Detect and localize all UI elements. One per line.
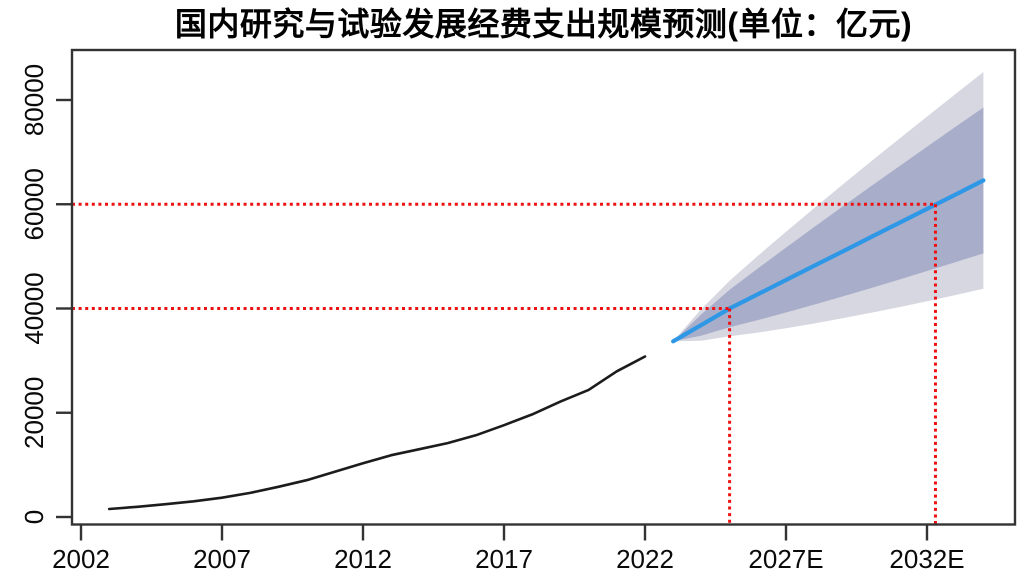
x-tick-label-2022: 2022: [616, 544, 674, 574]
historical-line: [107, 355, 647, 511]
chart-title: 国内研究与试验发展经费支出规模预测(单位：亿元): [174, 6, 913, 42]
x-tick-label-2017: 2017: [475, 544, 533, 574]
y-tick-label-60000: 60000: [19, 168, 49, 240]
forecast-line: [671, 178, 986, 344]
x-tick-label-2007: 2007: [193, 544, 251, 574]
x-tick-label-2032: 2032E: [889, 544, 964, 574]
y-tick-label-80000: 80000: [19, 64, 49, 136]
x-tick-label-2002: 2002: [52, 544, 110, 574]
y-tick-label-0: 0: [19, 510, 49, 524]
x-tick-label-2027: 2027E: [748, 544, 823, 574]
plot-box: [70, 48, 1017, 526]
x-tick-label-2012: 2012: [334, 544, 392, 574]
y-tick-label-20000: 20000: [19, 377, 49, 449]
confidence-band-80: [673, 107, 984, 342]
y-tick-label-40000: 40000: [19, 272, 49, 344]
